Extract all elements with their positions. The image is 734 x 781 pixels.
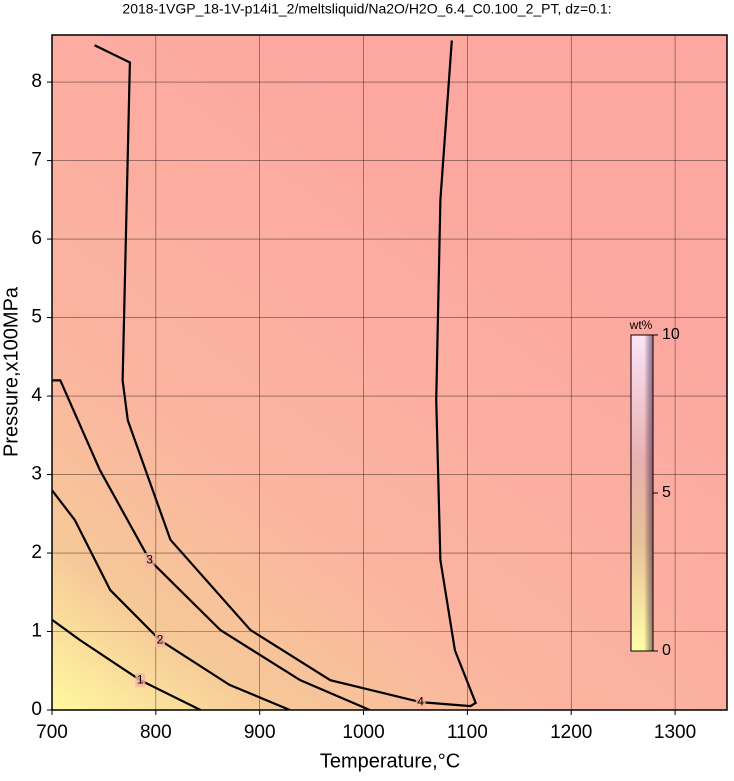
y-tick-label: 3 (31, 464, 42, 485)
colorbar-tick-label: 0 (662, 642, 671, 659)
contour-line (52, 489, 291, 710)
colorbar-label: wt% (629, 318, 653, 332)
contour-label: 1 (137, 672, 144, 686)
contour-label-bg (415, 695, 426, 710)
contour-label-bg (155, 633, 165, 648)
contour-label-bg (135, 673, 146, 688)
x-tick-label: 1100 (447, 722, 488, 743)
contour-label: 3 (146, 552, 153, 566)
colorbar-frame (630, 334, 654, 652)
colorbar-tick-label: 5 (662, 484, 671, 501)
x-tick-label: 1300 (654, 722, 696, 743)
plot-background (52, 35, 727, 710)
y-axis-label: Pressure,x100MPa (0, 286, 22, 457)
y-tick-label: 7 (31, 150, 42, 171)
contour-label: 4 (417, 694, 424, 708)
contour-label: 2 (157, 632, 164, 646)
x-axis-label: Temperature,°C (320, 750, 460, 772)
plot-frame (51, 34, 728, 711)
y-tick-label: 0 (31, 699, 42, 720)
y-tick-label: 6 (31, 228, 42, 249)
y-tick-label: 4 (31, 385, 42, 406)
contour-label-bg (144, 553, 155, 568)
x-tick-label: 800 (140, 722, 172, 743)
y-tick-label: 5 (31, 307, 42, 328)
y-tick-label: 8 (31, 71, 42, 92)
y-tick-label: 2 (31, 542, 42, 563)
x-tick-label: 1000 (342, 722, 384, 743)
contour-line (52, 618, 201, 710)
colorbar-tick-label: 10 (662, 326, 680, 343)
x-tick-label: 1200 (550, 722, 592, 743)
x-tick-label: 700 (36, 722, 68, 743)
chart-title: 2018-1VGP_18-1V-p14i1_2/meltsliquid/Na2O… (122, 1, 611, 17)
x-tick-label: 900 (244, 722, 276, 743)
y-tick-label: 1 (31, 621, 42, 642)
